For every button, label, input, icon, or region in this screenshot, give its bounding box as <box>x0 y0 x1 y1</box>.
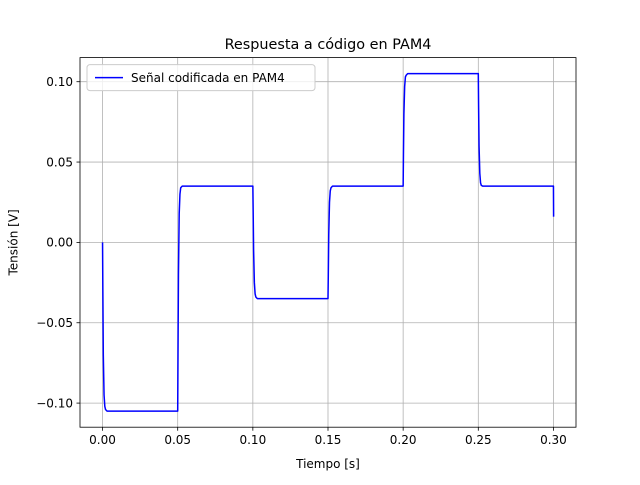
x-tick-label: 0.25 <box>465 433 492 447</box>
y-tick-label: 0.10 <box>46 75 73 89</box>
axis-ticks: 0.00 0.05 0.10 0.15 0.20 0.25 0.30 −0.10 −0.05 0.… <box>36 75 567 447</box>
series-layer <box>101 72 555 412</box>
series-line <box>101 72 555 412</box>
y-tick-label: 0.00 <box>46 236 73 250</box>
legend-frame <box>86 64 316 92</box>
y-tick-label: −0.10 <box>36 396 73 410</box>
legend-label: Señal codificada en PAM4 <box>131 71 285 85</box>
x-tick-label: 0.00 <box>89 433 116 447</box>
chart-title: Respuesta a código en PAM4 <box>225 37 432 53</box>
legend: Señal codificada en PAM4 <box>86 64 316 92</box>
x-tick-label: 0.30 <box>540 433 567 447</box>
y-tick-label: 0.05 <box>46 155 73 169</box>
y-axis-label: Tensión [V] <box>7 209 21 276</box>
x-tick-label: 0.20 <box>390 433 417 447</box>
x-axis-label: Tiempo [s] <box>295 457 360 471</box>
x-tick-label: 0.05 <box>164 433 191 447</box>
y-tick-label: −0.05 <box>36 316 73 330</box>
x-tick-label: 0.15 <box>315 433 342 447</box>
x-tick-label: 0.10 <box>239 433 266 447</box>
